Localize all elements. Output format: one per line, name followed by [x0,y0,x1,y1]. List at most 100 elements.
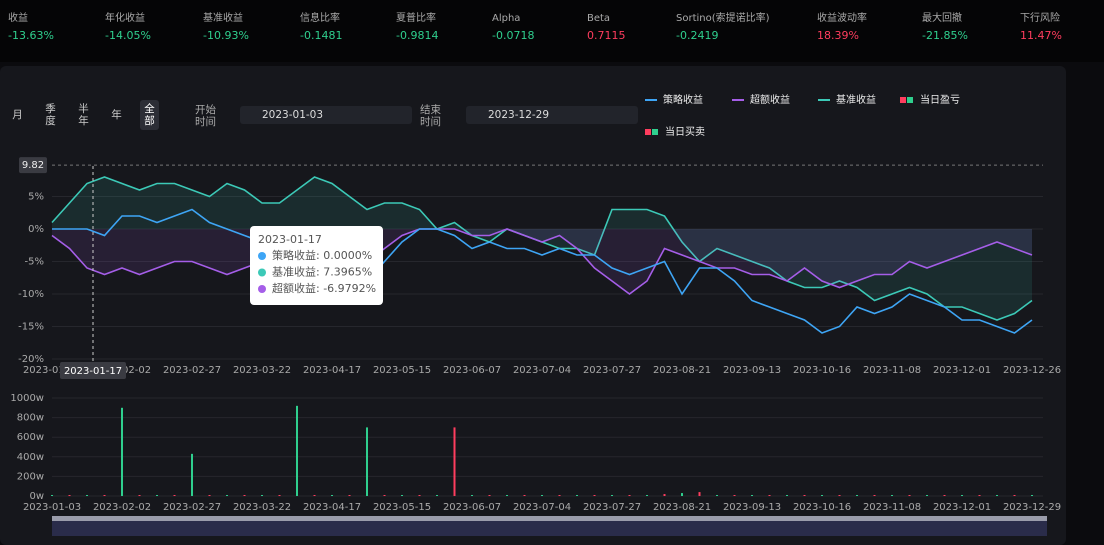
volume-bar [401,495,403,496]
y-tick-label: -20% [18,354,44,365]
volume-bar [436,495,438,496]
legend-label: 基准收益 [836,93,876,106]
stat-value: -10.93% [203,29,249,42]
panel [0,66,1066,545]
stat-value: -0.2419 [676,29,718,42]
volume-bar [908,495,911,496]
area [52,177,1032,320]
period-tab[interactable]: 半年 [78,103,89,127]
period-tab[interactable]: 季度 [45,103,56,127]
x-tick-label: 2023-07-27 [583,365,641,376]
x-tick-label: 2023-08-21 [653,365,711,376]
volume-bar [103,495,106,496]
volume-bar [576,495,578,496]
x-tick-label: 2023-03-22 [233,502,291,513]
stat-label: Beta [587,13,610,24]
stat-value: -0.0718 [492,29,534,42]
volume-bar [138,495,141,496]
stat-value: 0.7115 [587,29,626,42]
legend-swatch [900,97,906,103]
volume-bar [1031,495,1033,496]
period-tab[interactable]: 全部 [140,100,159,130]
volume-bar [366,427,368,496]
volume-bar [943,495,946,496]
volume-bar [611,495,613,496]
tooltip-dot [258,268,266,277]
volume-bar [856,495,858,496]
legend-swatch [645,129,651,135]
stat-value: -0.1481 [300,29,342,42]
volume-bar [208,495,211,496]
start-label: 开始时间 [195,104,216,128]
y-tick-label: 0w [29,491,44,502]
volume-bar [698,492,701,496]
legend-swatch [652,129,658,135]
legend-label: 策略收益 [663,93,703,106]
volume-bar [628,495,631,496]
volume-bar [488,495,491,496]
volume-bar [226,495,228,496]
legend-label: 超额收益 [750,93,790,106]
line [51,228,1033,295]
x-tick-label: 2023-11-08 [863,502,921,513]
volume-bar [383,495,386,496]
period-tab[interactable]: 月 [12,109,23,121]
x-tick-label: 2023-07-04 [513,502,571,513]
stat-value: -0.9814 [396,29,438,42]
stat-value: 11.47% [1020,29,1062,42]
tooltip [250,226,383,305]
volume-bar [663,494,666,496]
crosshair-badge [60,362,126,379]
x-tick-label: 2023-08-21 [653,502,711,513]
volume-bar [261,495,263,496]
y-tick-label: 600w [17,432,44,443]
stat-label: 年化收益 [105,11,145,24]
volume-bar [681,493,683,496]
volume-bar [541,495,543,496]
volume-bar [191,453,193,496]
zoom-handle[interactable] [52,516,1047,521]
volume-bar [996,495,998,496]
stat-label: Sortino(索提诺比率) [676,11,770,24]
stat-label: Alpha [492,13,520,24]
y-tick-label: 1000w [10,393,44,404]
x-tick-label: 2023-07-27 [583,502,641,513]
volume-bar [558,495,561,496]
stat-value: 18.39% [817,29,859,42]
stat-label: 最大回撤 [922,11,962,24]
volume-bar [471,495,473,496]
stat-value: -14.05% [105,29,151,42]
x-tick-label: 2023-09-13 [723,502,781,513]
y-tick-label: 5% [28,192,44,203]
stats-bar [0,0,1104,62]
y-tick-label: 200w [17,471,44,482]
tooltip-dot [258,252,266,260]
x-tick-label: 2023-01-03 [23,502,81,513]
x-tick-label: 2023-12-01 [933,365,991,376]
period-tab[interactable]: 年 [111,109,122,121]
volume-bar [68,495,71,496]
x-tick-label: 2023-12-01 [933,502,991,513]
volume-bar [733,495,736,496]
stat-value: -21.85% [922,29,968,42]
start-date-input[interactable]: 2023-01-03 [240,106,412,124]
volume-bar [51,495,53,496]
end-date-input[interactable]: 2023-12-29 [466,106,638,124]
y-tick-label: 800w [17,413,44,424]
legend-label: 当日盈亏 [920,93,960,106]
volume-bar [296,405,298,496]
volume-bar [716,495,718,496]
x-tick-label: 2023-02-27 [163,502,221,513]
volume-bar [331,495,333,496]
stat-label: 夏普比率 [396,11,436,24]
stat-label: 基准收益 [203,11,243,24]
x-tick-label: 2023-01-03 [23,365,81,376]
y-tick-label: -15% [18,322,44,333]
x-tick-label: 2023-05-15 [373,502,431,513]
volume-bar [821,495,823,496]
max-badge [19,157,47,174]
volume-bar [278,495,281,496]
volume-bar [751,495,753,496]
stat-label: 收益波动率 [817,11,867,24]
